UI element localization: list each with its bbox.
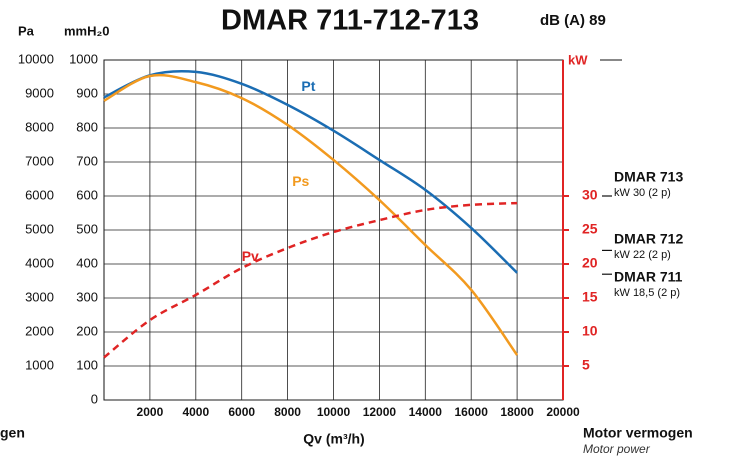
mm-label: mmH₂0 [64, 23, 110, 38]
noise-level: dB (A) 89 [540, 12, 606, 29]
x-tick-label: 14000 [409, 405, 443, 419]
motor-power: kW 30 (2 p) [614, 187, 671, 199]
x-tick-label: 16000 [455, 405, 489, 419]
series-line [103, 73, 519, 356]
y-tick-label: 200 [76, 323, 98, 338]
x-tick-label: 20000 [546, 405, 580, 419]
y-tick-label: 100 [76, 357, 98, 372]
motor-name: DMAR 711 [614, 269, 683, 285]
series-line [103, 201, 518, 359]
motor-name: DMAR 713 [614, 169, 683, 185]
y-tick-label: 800 [76, 119, 98, 134]
pa-tick-label: 7000 [25, 153, 54, 168]
x-tick-label: 8000 [274, 405, 301, 419]
motor-power: kW 22 (2 p) [614, 249, 671, 261]
y2-tick-label: 15 [582, 289, 598, 305]
y2-tick-label: 20 [582, 255, 598, 271]
y-tick-label: 0 [91, 391, 98, 406]
pa-tick-label: 3000 [25, 289, 54, 304]
footer-sub: Motor power [583, 442, 651, 456]
motor-name: DMAR 712 [614, 231, 683, 247]
x-tick-label: 12000 [363, 405, 397, 419]
x-tick-label: 18000 [500, 405, 534, 419]
series-line [103, 69, 518, 274]
y2-tick-label: 10 [582, 323, 598, 339]
x-tick-label: 6000 [228, 405, 255, 419]
footer: Motor vermogen [583, 425, 693, 441]
pa-tick-label: 6000 [25, 187, 54, 202]
pa-tick-label: 5000 [25, 221, 54, 236]
y-tick-label: 500 [76, 221, 98, 236]
pa-tick-label: 10000 [18, 51, 54, 66]
pa-tick-label: 1000 [25, 357, 54, 372]
y2-tick-label: 30 [582, 187, 598, 203]
kw-label: kW [568, 52, 588, 67]
y-tick-label: 400 [76, 255, 98, 270]
motor-power: kW 18,5 (2 p) [614, 287, 680, 299]
x-tick-label: 4000 [182, 405, 209, 419]
pa-tick-label: 8000 [25, 119, 54, 134]
y2-tick-label: 25 [582, 221, 598, 237]
y-tick-label: 600 [76, 187, 98, 202]
cut-text: gen [0, 425, 25, 441]
y-tick-label: 700 [76, 153, 98, 168]
y2-tick-label: 5 [582, 357, 590, 373]
x-axis-label: Qv (m³/h) [303, 431, 364, 447]
chart-title: DMAR 711-712-713 [221, 5, 479, 37]
pa-tick-label: 9000 [25, 85, 54, 100]
pa-label: Pa [18, 23, 35, 38]
y-tick-label: 1000 [69, 51, 98, 66]
series-label: Pt [301, 78, 315, 94]
series-label: Ps [292, 173, 309, 189]
y-tick-label: 900 [76, 85, 98, 100]
pa-tick-label: 2000 [25, 323, 54, 338]
x-tick-label: 2000 [137, 405, 164, 419]
series-label: Pv [242, 248, 259, 264]
x-tick-label: 10000 [317, 405, 351, 419]
pa-tick-label: 4000 [25, 255, 54, 270]
y-tick-label: 300 [76, 289, 98, 304]
